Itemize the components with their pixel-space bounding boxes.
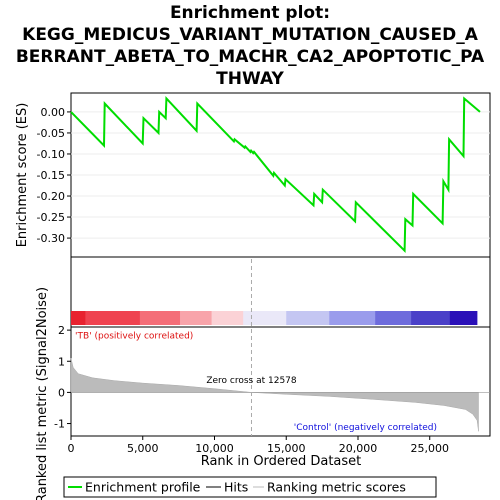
color-bar-segment (329, 311, 376, 325)
metric-y-tick-label: 0 (58, 386, 65, 399)
x-axis-label: Rank in Ordered Dataset (201, 454, 362, 469)
color-bar-segment (85, 311, 141, 325)
es-y-tick-label: -0.25 (37, 211, 65, 224)
color-bar-segment (139, 311, 181, 325)
positive-label: 'TB' (positively correlated) (75, 332, 193, 342)
x-tick-label: 15,000 (267, 442, 306, 455)
metric-y-tick-label: 1 (58, 355, 65, 368)
color-bar-segment (286, 311, 330, 325)
es-y-axis-label: Enrichment score (ES) (15, 103, 30, 248)
es-y-tick-label: -0.15 (37, 169, 65, 182)
color-bar-segment (375, 311, 412, 325)
ranking-metric-area (70, 358, 479, 432)
color-bar-segment (211, 311, 244, 325)
metric-panel-frame (70, 326, 491, 437)
chart-title-line-4: THWAY (216, 69, 284, 89)
color-bar-segment (449, 311, 478, 325)
ranked-list-color-bar (71, 311, 478, 325)
x-tick-label: 0 (68, 442, 75, 455)
es-y-tick-label: -0.20 (37, 190, 65, 203)
chart-title-line-1: Enrichment plot: (170, 3, 330, 23)
x-tick-label: 5,000 (127, 442, 159, 455)
metric-y-tick-label: -1 (54, 418, 65, 431)
es-y-tick-label: -0.05 (37, 127, 65, 140)
legend-enrichment-label: Enrichment profile (85, 480, 201, 495)
x-axis-ticks: 0 5,000 10,000 15,000 20,000 25,000 (68, 436, 449, 455)
enrichment-profile-line (70, 96, 481, 254)
color-bar-segment (180, 311, 212, 325)
chart-title-line-2: KEGG_MEDICUS_VARIANT_MUTATION_CAUSED_A (22, 25, 479, 45)
es-y-tick-label: 0.00 (41, 106, 66, 119)
es-gridlines (71, 111, 490, 239)
x-tick-label: 10,000 (195, 442, 234, 455)
legend-box (63, 476, 437, 498)
metric-y-tick-label: 2 (58, 324, 65, 337)
metric-y-axis-ticks: 2 1 0 -1 (54, 324, 71, 431)
es-y-tick-label: -0.30 (37, 232, 65, 245)
metric-y-axis-label: Ranked list metric (Signal2Noise) (35, 287, 50, 500)
zero-cross-label: Zero cross at 12578 (206, 376, 297, 386)
chart-title-line-3: BERRANT_ABETA_TO_MACHR_CA2_APOPTOTIC_PA (16, 47, 485, 67)
negative-label: 'Control' (negatively correlated) (294, 423, 437, 433)
color-bar-segment (71, 311, 86, 325)
color-bar-segment (411, 311, 451, 325)
legend-metric-label: Ranking metric scores (267, 480, 406, 495)
es-y-axis-ticks: 0.00 -0.05 -0.10 -0.15 -0.20 -0.25 -0.30 (37, 106, 71, 245)
color-bar-segment (243, 311, 287, 325)
legend-hits-label: Hits (224, 480, 248, 495)
x-tick-label: 20,000 (339, 442, 378, 455)
x-tick-label: 25,000 (410, 442, 449, 455)
es-y-tick-label: -0.10 (37, 148, 65, 161)
